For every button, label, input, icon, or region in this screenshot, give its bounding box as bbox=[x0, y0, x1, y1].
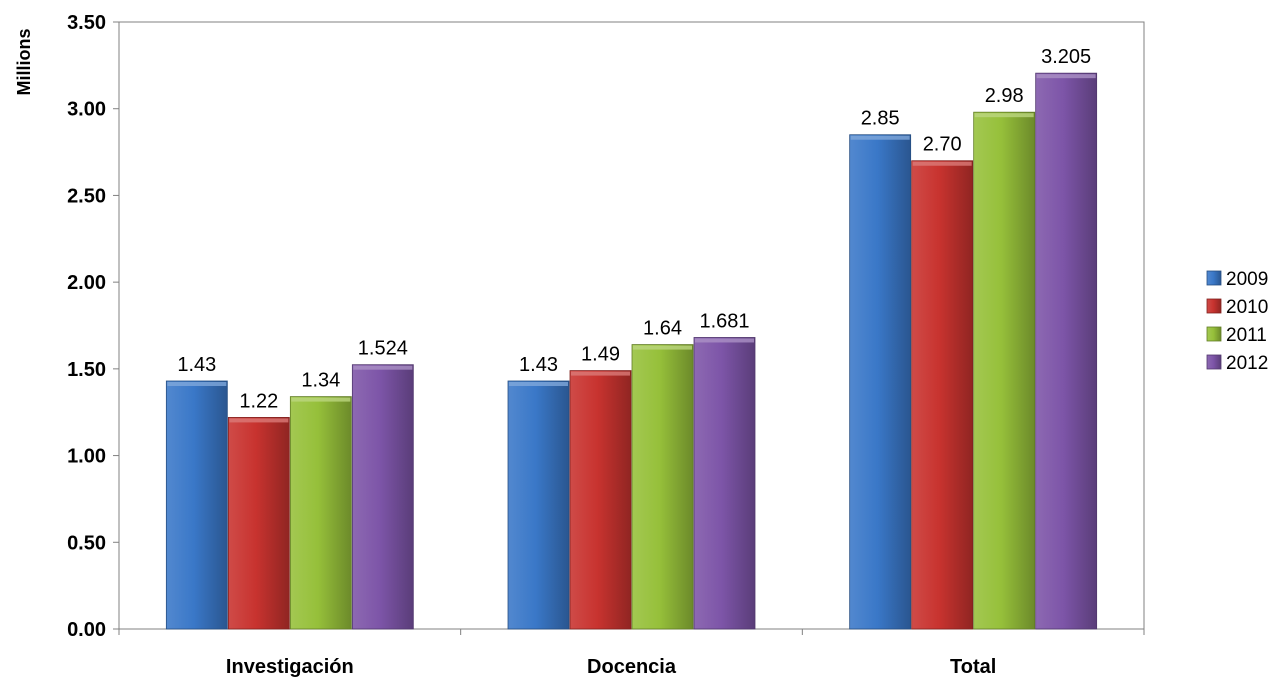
data-labels-group: 1.43 1.22 1.34 1.524 1.43 1.49 1.64 1.681 2.85 2.… bbox=[177, 46, 1091, 412]
data-label: 1.681 bbox=[699, 310, 749, 332]
bar-2010-0 bbox=[227, 417, 290, 630]
legend-swatch-2009 bbox=[1206, 270, 1222, 286]
y-tick-label: 0.00 bbox=[67, 619, 106, 641]
bar-2009-2 bbox=[849, 134, 912, 630]
legend: 2009 2010 2011 2012 bbox=[1206, 269, 1268, 374]
bar-bevel bbox=[571, 371, 630, 376]
data-label: 1.34 bbox=[301, 370, 340, 392]
x-category-label: Total bbox=[950, 656, 996, 677]
data-label: 2.98 bbox=[985, 85, 1024, 107]
data-label: 3.205 bbox=[1041, 46, 1091, 68]
bar-bevel bbox=[353, 365, 413, 370]
y-tick-label: 3.00 bbox=[67, 99, 106, 121]
bar-2011-0 bbox=[289, 396, 352, 630]
y-tick-label: 2.50 bbox=[67, 185, 106, 207]
legend-label: 2011 bbox=[1226, 325, 1267, 346]
data-label: 1.64 bbox=[643, 318, 682, 340]
bar-2010-1 bbox=[569, 370, 632, 630]
bar-2009-0 bbox=[165, 380, 228, 630]
bar-bevel bbox=[167, 381, 227, 386]
y-tick-label: 1.00 bbox=[67, 446, 106, 468]
legend-swatch-2010 bbox=[1206, 298, 1222, 314]
bar-bevel bbox=[912, 161, 972, 166]
bar-bevel bbox=[850, 135, 910, 140]
bar-bevel bbox=[229, 418, 289, 423]
bar-bevel bbox=[974, 113, 1034, 118]
bar-2011-2 bbox=[973, 111, 1036, 630]
y-axis-title: Millions bbox=[14, 29, 34, 96]
bar-bevel bbox=[1036, 74, 1096, 79]
y-tick-label: 3.50 bbox=[67, 12, 106, 34]
y-tick-label: 0.50 bbox=[67, 532, 106, 554]
legend-label: 2009 bbox=[1226, 269, 1268, 290]
bar-2012-0 bbox=[351, 364, 414, 630]
bar-2011-1 bbox=[631, 344, 694, 630]
data-label: 1.43 bbox=[519, 354, 558, 376]
x-category-label: Docencia bbox=[587, 656, 677, 677]
bar-2012-1 bbox=[693, 337, 756, 630]
data-label: 1.49 bbox=[581, 344, 620, 366]
legend-swatch-2011 bbox=[1206, 326, 1222, 342]
bar-2012-2 bbox=[1035, 72, 1098, 630]
data-label: 1.43 bbox=[177, 354, 216, 376]
plot-area bbox=[118, 21, 1145, 630]
data-label: 1.524 bbox=[358, 338, 408, 360]
bar-bevel bbox=[633, 345, 692, 350]
x-axis: Investigación Docencia Total bbox=[118, 628, 1145, 677]
bar-bevel bbox=[291, 397, 351, 402]
legend-label: 2012 bbox=[1226, 353, 1268, 374]
data-label: 1.22 bbox=[239, 390, 278, 412]
data-label: 2.85 bbox=[861, 108, 900, 130]
bar-2009-1 bbox=[507, 380, 570, 630]
bars-group bbox=[165, 72, 1098, 630]
bar-2010-2 bbox=[911, 160, 974, 630]
bar-bevel bbox=[695, 338, 754, 343]
x-category-label: Investigación bbox=[226, 656, 354, 677]
y-tick-label: 1.50 bbox=[67, 359, 106, 381]
y-tick-label: 2.00 bbox=[67, 272, 106, 294]
bar-bevel bbox=[509, 381, 568, 386]
y-axis: 0.00 0.50 1.00 1.50 2.00 2.50 3.00 3.50 bbox=[67, 12, 120, 641]
data-label: 2.70 bbox=[923, 134, 962, 156]
legend-label: 2010 bbox=[1226, 297, 1268, 318]
legend-swatch-2012 bbox=[1206, 354, 1222, 370]
